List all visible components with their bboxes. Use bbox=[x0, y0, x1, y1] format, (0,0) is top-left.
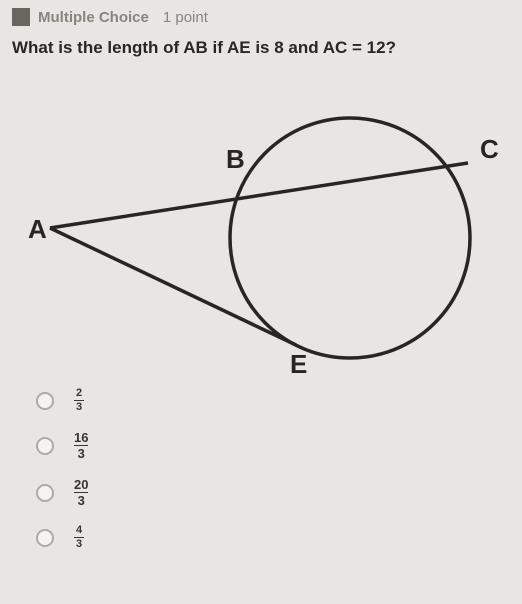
label-C: C bbox=[480, 134, 499, 164]
question-type-label: Multiple Choice bbox=[38, 9, 149, 26]
fraction-denominator: 3 bbox=[74, 537, 84, 550]
option-row[interactable]: 4 3 bbox=[36, 525, 522, 550]
secant-line-AC bbox=[50, 163, 468, 228]
option-fraction: 16 3 bbox=[74, 431, 88, 460]
question-type-icon bbox=[12, 8, 30, 26]
fraction-denominator: 3 bbox=[74, 400, 84, 413]
radio-icon[interactable] bbox=[36, 437, 54, 455]
fraction-denominator: 3 bbox=[74, 445, 88, 460]
label-B: B bbox=[226, 144, 245, 174]
radio-icon[interactable] bbox=[36, 529, 54, 547]
diagram-svg: A B C E bbox=[0, 68, 522, 378]
geometry-diagram: A B C E bbox=[0, 68, 522, 378]
answer-options: 2 3 16 3 20 3 4 3 bbox=[0, 378, 522, 550]
question-text: What is the length of AB if AE is 8 and … bbox=[0, 34, 522, 68]
fraction-denominator: 3 bbox=[74, 492, 88, 507]
option-row[interactable]: 20 3 bbox=[36, 478, 522, 507]
option-fraction: 2 3 bbox=[74, 388, 84, 413]
radio-icon[interactable] bbox=[36, 392, 54, 410]
fraction-numerator: 20 bbox=[74, 478, 88, 492]
option-fraction: 20 3 bbox=[74, 478, 88, 507]
points-label: 1 point bbox=[163, 9, 208, 26]
diagram-circle bbox=[230, 118, 470, 358]
option-row[interactable]: 2 3 bbox=[36, 388, 522, 413]
label-E: E bbox=[290, 349, 307, 378]
tangent-line-AE bbox=[50, 228, 296, 345]
option-row[interactable]: 16 3 bbox=[36, 431, 522, 460]
radio-icon[interactable] bbox=[36, 484, 54, 502]
option-fraction: 4 3 bbox=[74, 525, 84, 550]
question-header: Multiple Choice 1 point bbox=[0, 0, 522, 34]
fraction-numerator: 4 bbox=[76, 525, 82, 537]
fraction-numerator: 2 bbox=[76, 388, 82, 400]
label-A: A bbox=[28, 214, 47, 244]
fraction-numerator: 16 bbox=[74, 431, 88, 445]
